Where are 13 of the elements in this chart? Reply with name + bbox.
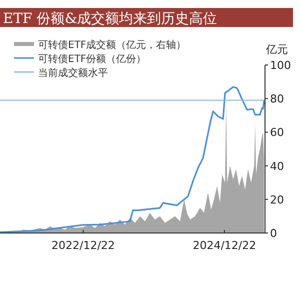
x-tick-label: 2022/12/22 (52, 239, 115, 252)
y-tick-label: 80 (270, 92, 284, 106)
legend-label: 可转债ETF份额（亿份） (38, 53, 146, 65)
legend-label: 当前成交额水平 (38, 67, 108, 79)
chart-title: ETF 份额&成交额均来到历史高位 (3, 11, 218, 27)
y-tick-label: 0 (270, 227, 277, 240)
y-tick-label: 20 (270, 193, 284, 206)
x-tick-label: 2024/12/22 (192, 239, 256, 252)
legend-label: 可转债ETF成交额（亿元，右轴） (38, 39, 186, 51)
y-tick-label: 100 (270, 59, 291, 72)
y-tick-label: 40 (270, 160, 284, 173)
y-axis-title: 亿元 (265, 43, 288, 56)
y-tick-label: 60 (270, 126, 284, 140)
